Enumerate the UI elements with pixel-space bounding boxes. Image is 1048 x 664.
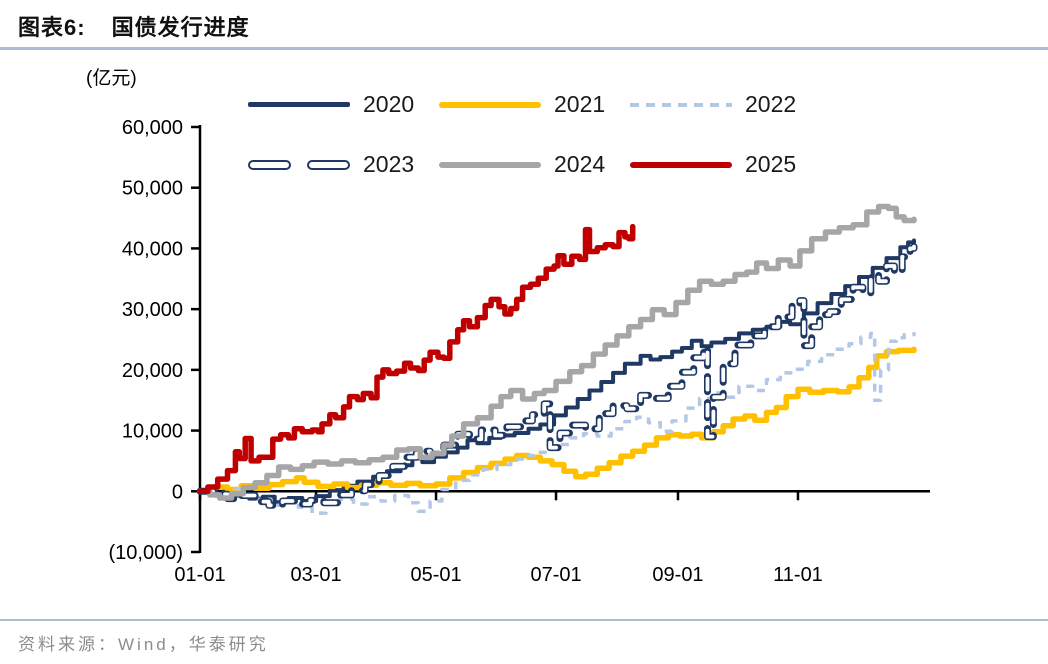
y-tick-label: 50,000 xyxy=(122,178,183,200)
legend-swatch-2024 xyxy=(439,161,541,168)
legend-label-2021: 2021 xyxy=(554,91,606,117)
legend-row-2: 2023 2024 2025 xyxy=(248,151,821,178)
series-line-2024 xyxy=(197,203,917,501)
series-line-2022 xyxy=(200,331,916,515)
y-tick-label: 0 xyxy=(172,481,183,503)
x-tick-label: 09-01 xyxy=(652,564,703,586)
legend-label-2024: 2024 xyxy=(554,151,606,177)
legend-item-2024: 2024 xyxy=(439,151,630,178)
y-axis-unit-label: (亿元) xyxy=(86,68,137,89)
y-tick-label: 60,000 xyxy=(122,117,183,139)
series-line-2021 xyxy=(197,346,917,495)
chart-legend: 2020 2021 2022 2023 2024 xyxy=(248,91,821,178)
legend-swatch-2023 xyxy=(248,159,350,170)
legend-label-2022: 2022 xyxy=(745,91,797,117)
y-tick-label: 10,000 xyxy=(122,421,183,443)
legend-item-2020: 2020 xyxy=(248,91,439,118)
legend-item-2022: 2022 xyxy=(630,91,821,118)
series-line-2023-core xyxy=(198,244,916,508)
x-tick-label: 03-01 xyxy=(290,564,341,586)
legend-label-2020: 2020 xyxy=(363,91,415,117)
legend-swatch-2020 xyxy=(248,102,350,107)
y-tick-label: (10,000) xyxy=(109,542,184,564)
x-tick-label: 05-01 xyxy=(410,564,461,586)
legend-row-1: 2020 2021 2022 xyxy=(248,91,821,118)
legend-swatch-2021 xyxy=(439,101,541,108)
legend-label-2023: 2023 xyxy=(363,151,415,177)
legend-swatch-2022 xyxy=(630,102,732,107)
series-line-2025 xyxy=(197,223,636,495)
x-tick-label: 01-01 xyxy=(174,564,225,586)
figure-label: 图表6: xyxy=(18,15,86,40)
title-divider xyxy=(0,47,1048,50)
source-note: 资料来源：Wind，华泰研究 xyxy=(18,635,269,654)
legend-capsule xyxy=(307,159,350,170)
legend-capsule xyxy=(248,159,291,170)
y-tick-label: 20,000 xyxy=(122,360,183,382)
series-line-2020 xyxy=(198,238,916,505)
legend-item-2023: 2023 xyxy=(248,151,439,178)
y-tick-label: 40,000 xyxy=(122,238,183,260)
legend-swatch-2025 xyxy=(630,161,732,168)
x-tick-label: 07-01 xyxy=(530,564,581,586)
page-title: 国债发行进度 xyxy=(111,15,250,40)
y-tick-label: 30,000 xyxy=(122,299,183,321)
legend-label-2025: 2025 xyxy=(745,151,797,177)
legend-item-2021: 2021 xyxy=(439,91,630,118)
x-tick-label: 11-01 xyxy=(773,564,823,586)
legend-item-2025: 2025 xyxy=(630,151,821,178)
footer-divider xyxy=(0,619,1048,621)
chart-title-row: 图表6: 国债发行进度 xyxy=(18,10,250,42)
